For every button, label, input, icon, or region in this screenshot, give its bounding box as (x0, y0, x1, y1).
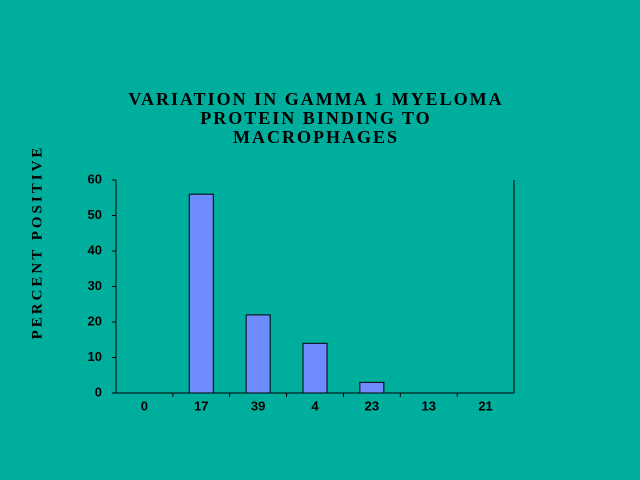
bar (188, 193, 214, 394)
y-tick-label: 20 (88, 313, 102, 328)
x-tick-label: 23 (365, 398, 379, 413)
x-tick-label: 13 (421, 398, 435, 413)
bar (302, 342, 328, 394)
x-tick-label: 17 (194, 398, 208, 413)
y-axis-label: PERCENT POSITIVE (29, 145, 45, 340)
y-tick-label: 50 (88, 207, 102, 222)
bar (359, 381, 385, 394)
y-tick-label: 40 (88, 242, 102, 257)
x-tick-label: 39 (251, 398, 265, 413)
y-tick-label: 10 (88, 349, 102, 364)
chart-title: VARIATION IN GAMMA 1 MYELOMA (128, 89, 503, 109)
chart-title: PROTEIN BINDING TO (200, 108, 431, 128)
bar (245, 314, 271, 394)
chart-title: MACROPHAGES (233, 127, 399, 147)
y-tick-label: 30 (88, 278, 102, 293)
y-tick-label: 0 (95, 384, 102, 399)
x-tick-label: 0 (141, 398, 148, 413)
y-tick-label: 60 (88, 171, 102, 186)
x-tick-label: 21 (478, 398, 492, 413)
x-tick-label: 4 (311, 398, 319, 413)
